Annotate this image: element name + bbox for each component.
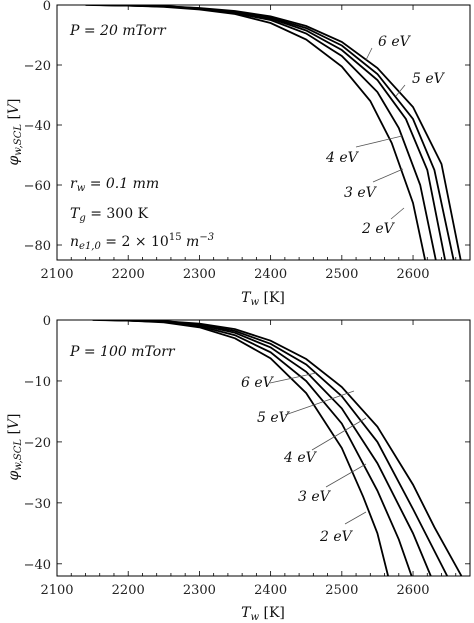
ytick-label-bottom: −10 bbox=[24, 375, 51, 390]
arrow-4ev-bottom bbox=[311, 417, 367, 451]
arrow-2ev-bottom bbox=[344, 511, 367, 525]
anno-radius: rw = 0.1 mm bbox=[70, 176, 159, 194]
xtick-label-top: 2600 bbox=[396, 267, 429, 282]
panel-bottom: 2100 2200 2300 2400 2500 2600 0 −10 −20 −30 −40 P … bbox=[6, 314, 471, 623]
label-5ev-top: 5 eV bbox=[412, 71, 446, 87]
ytick-label-top: −20 bbox=[24, 59, 51, 74]
xtick-label-bottom: 2600 bbox=[396, 583, 429, 598]
curve-labels-bottom: 6 eV 5 eV 4 eV 3 eV 2 eV bbox=[241, 372, 367, 545]
xtick-label-top: 2500 bbox=[325, 267, 358, 282]
anno-gas-temp: Tg = 300 K bbox=[70, 206, 149, 224]
label-6ev-bottom: 6 eV bbox=[241, 375, 275, 391]
ytick-label-bottom: −40 bbox=[24, 558, 51, 573]
ytick-label-top: −80 bbox=[24, 239, 51, 254]
label-4ev-bottom: 4 eV bbox=[283, 450, 318, 466]
arrow-2ev-top bbox=[390, 207, 405, 220]
label-3ev-top: 3 eV bbox=[344, 185, 378, 201]
label-5ev-bottom: 5 eV bbox=[257, 410, 291, 426]
anno-pressure-top-P: P bbox=[69, 23, 80, 39]
ylabel-bottom: φw,SCL [V] bbox=[6, 413, 24, 480]
arrow-4ev-top bbox=[355, 135, 403, 148]
anno-pressure-top: P = 20 mTorr bbox=[69, 23, 167, 39]
series-6ev-bottom bbox=[113, 320, 463, 576]
xtick-label-bottom: 2400 bbox=[254, 583, 287, 598]
label-3ev-bottom: 3 eV bbox=[298, 489, 332, 505]
xtick-label-top: 2400 bbox=[254, 267, 287, 282]
label-2ev-bottom: 2 eV bbox=[319, 529, 354, 545]
panel-top: 2100 2200 2300 2400 2500 2600 0 −20 −40 −60 −80 P … bbox=[6, 0, 471, 308]
xtick-label-top: 2200 bbox=[112, 267, 145, 282]
xtick-label-bottom: 2200 bbox=[112, 583, 145, 598]
ticks-top: 2100 2200 2300 2400 2500 2600 0 −20 −40 −60 −80 bbox=[24, 0, 471, 282]
xtick-label-bottom: 2300 bbox=[183, 583, 216, 598]
arrow-3ev-bottom bbox=[325, 463, 367, 488]
arrow-6ev-top bbox=[365, 47, 373, 61]
ytick-label-top: −60 bbox=[24, 179, 51, 194]
xtick-label-bottom: 2500 bbox=[325, 583, 358, 598]
arrow-3ev-top bbox=[372, 168, 404, 183]
arrow-5ev-bottom bbox=[284, 390, 355, 416]
label-6ev-top: 6 eV bbox=[378, 34, 412, 50]
ytick-label-bottom: −20 bbox=[24, 436, 51, 451]
label-2ev-top: 2 eV bbox=[361, 221, 396, 237]
xtick-label-top: 2100 bbox=[40, 267, 73, 282]
xlabel-bottom: Tw [K] bbox=[241, 605, 285, 623]
plot-frame-top bbox=[56, 4, 471, 261]
arrow-6ev-bottom bbox=[269, 372, 317, 384]
ylabel-top: φw,SCL [V] bbox=[6, 98, 24, 165]
arrow-5ev-top bbox=[395, 84, 406, 97]
ytick-label-bottom: −30 bbox=[24, 497, 51, 512]
xtick-label-bottom: 2100 bbox=[40, 583, 73, 598]
curve-labels-top: 6 eV 5 eV 4 eV 3 eV 2 eV bbox=[325, 34, 446, 237]
label-4ev-top: 4 eV bbox=[325, 150, 360, 166]
ticks-bottom: 2100 2200 2300 2400 2500 2600 0 −10 −20 −30 −40 bbox=[24, 314, 471, 598]
series-6ev-top bbox=[99, 5, 462, 260]
ytick-label-top: 0 bbox=[43, 0, 51, 14]
xtick-label-top: 2300 bbox=[183, 267, 216, 282]
ytick-label-bottom: 0 bbox=[43, 314, 51, 329]
ytick-label-top: −40 bbox=[24, 119, 51, 134]
curves-top bbox=[85, 5, 462, 260]
anno-density: ne1,0 = 2 × 1015 m−3 bbox=[70, 232, 214, 252]
plot-frame-bottom bbox=[56, 319, 471, 577]
curves-bottom bbox=[92, 320, 463, 576]
xlabel-top: Tw [K] bbox=[241, 290, 285, 308]
anno-pressure-bottom: P = 100 mTorr bbox=[69, 344, 176, 360]
